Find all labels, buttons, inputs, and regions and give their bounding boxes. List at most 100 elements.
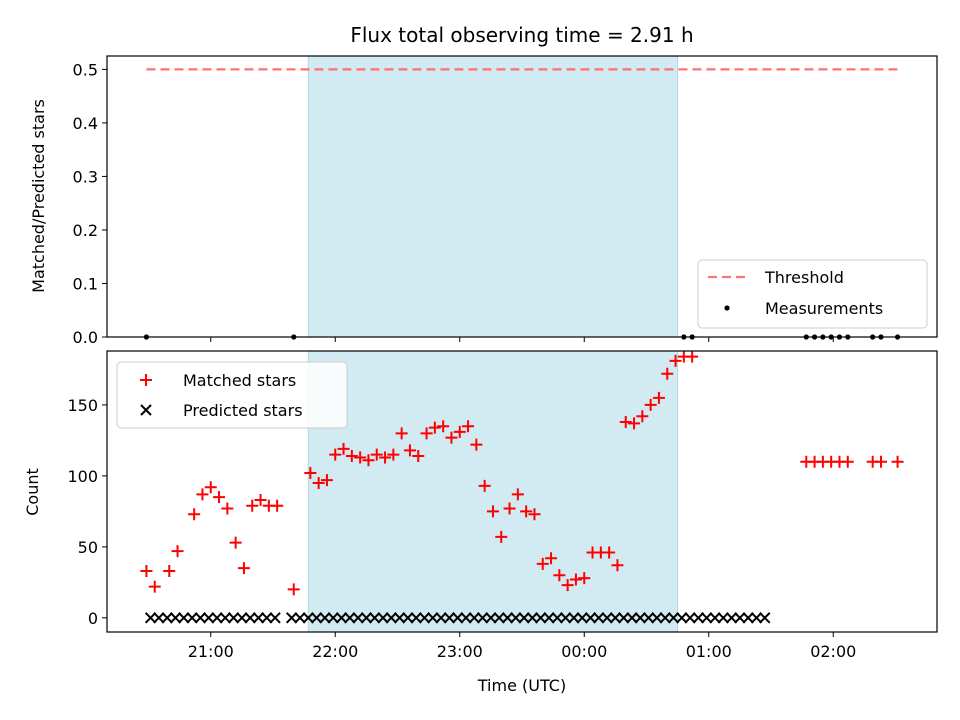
bottom-x-tick-label: 22:00 xyxy=(312,642,358,661)
predicted-star-point xyxy=(676,612,688,624)
matched-star-point xyxy=(569,573,582,586)
predicted-star-point xyxy=(717,612,729,624)
bottom-legend-box xyxy=(116,361,348,429)
predicted-star-point xyxy=(344,612,356,624)
predicted-star-point xyxy=(725,612,738,624)
predicted-star-point xyxy=(609,612,622,624)
matched-star-point xyxy=(669,354,682,367)
matched-star-point xyxy=(486,505,499,518)
predicted-star-point xyxy=(634,612,646,624)
bottom-x-tick-label: 02:00 xyxy=(810,642,856,661)
matched-star-point xyxy=(387,448,400,461)
predicted-star-point xyxy=(169,612,182,624)
matched-star-point xyxy=(254,494,267,507)
matched-star-point xyxy=(462,420,475,433)
predicted-star-point xyxy=(186,612,198,624)
bottom-y-tick-label: 150 xyxy=(67,396,98,415)
matched-star-point xyxy=(420,427,433,440)
matched-star-point xyxy=(652,391,665,404)
matched-star-point xyxy=(312,476,325,489)
matched-star-point xyxy=(329,448,342,461)
predicted-star-point xyxy=(261,612,273,624)
predicted-star-point xyxy=(543,612,555,624)
bottom-x-tick-label: 01:00 xyxy=(686,642,732,661)
matched-star-point xyxy=(644,398,657,411)
matched-star-point xyxy=(304,467,317,480)
predicted-star-point xyxy=(534,612,547,624)
predicted-star-point xyxy=(219,612,231,624)
x-axis-label: Time (UTC) xyxy=(477,676,566,695)
matched-star-point xyxy=(445,431,458,444)
bottom-y-tick-label: 100 xyxy=(67,467,98,486)
matched-star-point xyxy=(345,450,358,463)
bottom-y-tick-label: 50 xyxy=(78,538,98,557)
matched-star-point xyxy=(337,442,350,455)
matched-star-point xyxy=(536,557,549,570)
matched-star-point xyxy=(503,502,516,515)
legend-predicted-label: Predicted stars xyxy=(183,401,303,420)
matched-star-point xyxy=(403,444,416,457)
predicted-star-point xyxy=(526,612,539,624)
matched-star-point xyxy=(246,499,259,512)
predicted-star-point xyxy=(700,612,713,624)
matched-star-point xyxy=(412,450,425,463)
matched-star-point xyxy=(603,546,616,559)
predicted-star-point xyxy=(194,612,207,624)
matched-star-point xyxy=(545,552,558,565)
predicted-star-point xyxy=(178,612,190,624)
top-y-tick-label: 0.5 xyxy=(73,60,98,79)
matched-star-point xyxy=(628,417,641,430)
matched-star-point xyxy=(395,427,408,440)
matched-star-point xyxy=(204,481,217,494)
bottom-x-tick-label: 23:00 xyxy=(437,642,483,661)
predicted-star-point xyxy=(285,612,298,624)
top-axes-frame xyxy=(106,55,938,338)
predicted-star-point xyxy=(377,612,389,624)
predicted-star-point xyxy=(559,612,572,624)
predicted-star-point xyxy=(518,612,530,624)
predicted-star-point xyxy=(734,612,746,624)
matched-star-point xyxy=(229,536,242,549)
top-y-axis-label: Matched/Predicted stars xyxy=(29,99,48,293)
predicted-star-point xyxy=(493,612,505,624)
legend-measurements-swatch xyxy=(724,305,730,311)
predicted-star-point xyxy=(435,612,447,624)
legend-measurements-label: Measurements xyxy=(765,299,883,318)
matched-star-point xyxy=(874,455,887,468)
matched-star-point xyxy=(428,421,441,434)
matched-star-point xyxy=(478,479,491,492)
predicted-star-point xyxy=(310,612,323,624)
predicted-star-point xyxy=(244,612,256,624)
matched-star-point xyxy=(495,530,508,543)
predicted-star-point xyxy=(626,612,638,624)
predicted-star-point xyxy=(335,612,348,624)
predicted-star-point xyxy=(476,612,489,624)
chart-title: Flux total observing time = 2.91 h xyxy=(350,23,693,47)
bottom-y-axis-label: Count xyxy=(23,468,42,516)
matched-star-point xyxy=(619,415,632,428)
predicted-star-point xyxy=(659,612,671,624)
top-y-tick-label: 0.2 xyxy=(73,221,98,240)
legend-matched-label: Matched stars xyxy=(183,371,296,390)
legend-predicted-swatch xyxy=(140,404,152,416)
top-y-tick-label: 0.1 xyxy=(73,274,98,293)
matched-star-point xyxy=(511,488,524,501)
predicted-star-point xyxy=(601,612,613,624)
predicted-star-point xyxy=(576,612,588,624)
matched-star-point xyxy=(362,454,375,467)
matched-star-point xyxy=(370,448,383,461)
predicted-star-point xyxy=(651,612,663,624)
bottom-observing-span xyxy=(307,350,679,633)
predicted-star-point xyxy=(642,612,655,624)
matched-star-point xyxy=(437,420,450,433)
predicted-star-point xyxy=(360,612,373,624)
matched-star-point xyxy=(188,508,201,521)
top-legend: Threshold Measurements xyxy=(697,259,928,329)
matched-star-point xyxy=(636,410,649,423)
predicted-star-point xyxy=(410,612,422,624)
predicted-star-point xyxy=(319,612,331,624)
matched-star-point xyxy=(171,545,184,558)
predicted-star-point xyxy=(269,612,281,624)
predicted-star-point xyxy=(302,612,314,624)
